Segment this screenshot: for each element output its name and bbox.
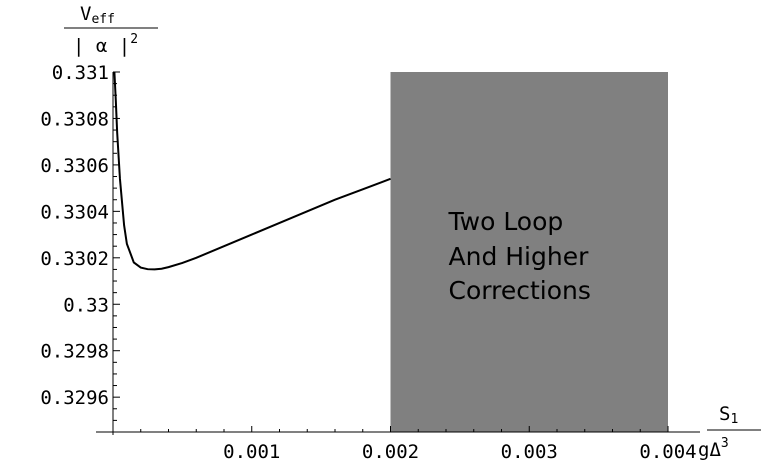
x-label-denom: gΔ [698, 439, 721, 461]
y-label-sup: 2 [130, 32, 138, 47]
shaded-region [390, 72, 668, 432]
x-tick-label: 0.002 [362, 441, 419, 463]
y-ticks: 0.3296 0.3298 0.33 0.3302 0.3304 0.3306 0.3308… [40, 62, 120, 433]
y-axis-label: Veff | α |2 [64, 3, 158, 57]
y-tick-label: 0.3308 [40, 108, 109, 130]
y-label-denominator: | α |2 [73, 32, 138, 57]
series-line [113, 71, 391, 271]
y-tick-label: 0.3304 [40, 201, 109, 223]
x-label-main: S [719, 403, 730, 425]
x-tick-label: 0.001 [223, 441, 280, 463]
x-axis-label: S1 gΔ3 [698, 403, 761, 461]
x-tick-label: 0.004 [639, 441, 696, 463]
region-label-line: And Higher [449, 242, 590, 271]
x-label-sup: 3 [721, 436, 729, 451]
y-label-main: V [80, 3, 91, 25]
region-label: Two Loop And Higher Corrections [448, 207, 591, 305]
y-tick-label: 0.33 [63, 294, 109, 316]
x-label-denominator: gΔ3 [698, 436, 729, 461]
x-tick-label: 0.003 [501, 441, 558, 463]
y-tick-label: 0.3298 [40, 341, 109, 363]
region-label-line: Two Loop [448, 207, 564, 236]
y-tick-label: 0.3296 [40, 387, 109, 409]
y-label-denom: | α | [73, 35, 130, 57]
y-tick-label: 0.3302 [40, 248, 109, 270]
x-label-sub: 1 [730, 412, 738, 427]
x-label-numerator: S1 [719, 403, 738, 427]
y-tick-label: 0.331 [52, 62, 109, 84]
y-label-sub: eff [91, 12, 114, 27]
y-tick-label: 0.3306 [40, 155, 109, 177]
region-label-line: Corrections [449, 276, 591, 305]
x-ticks: 0.001 0.002 0.003 0.004 [140, 426, 697, 463]
y-label-numerator: Veff [80, 3, 115, 27]
